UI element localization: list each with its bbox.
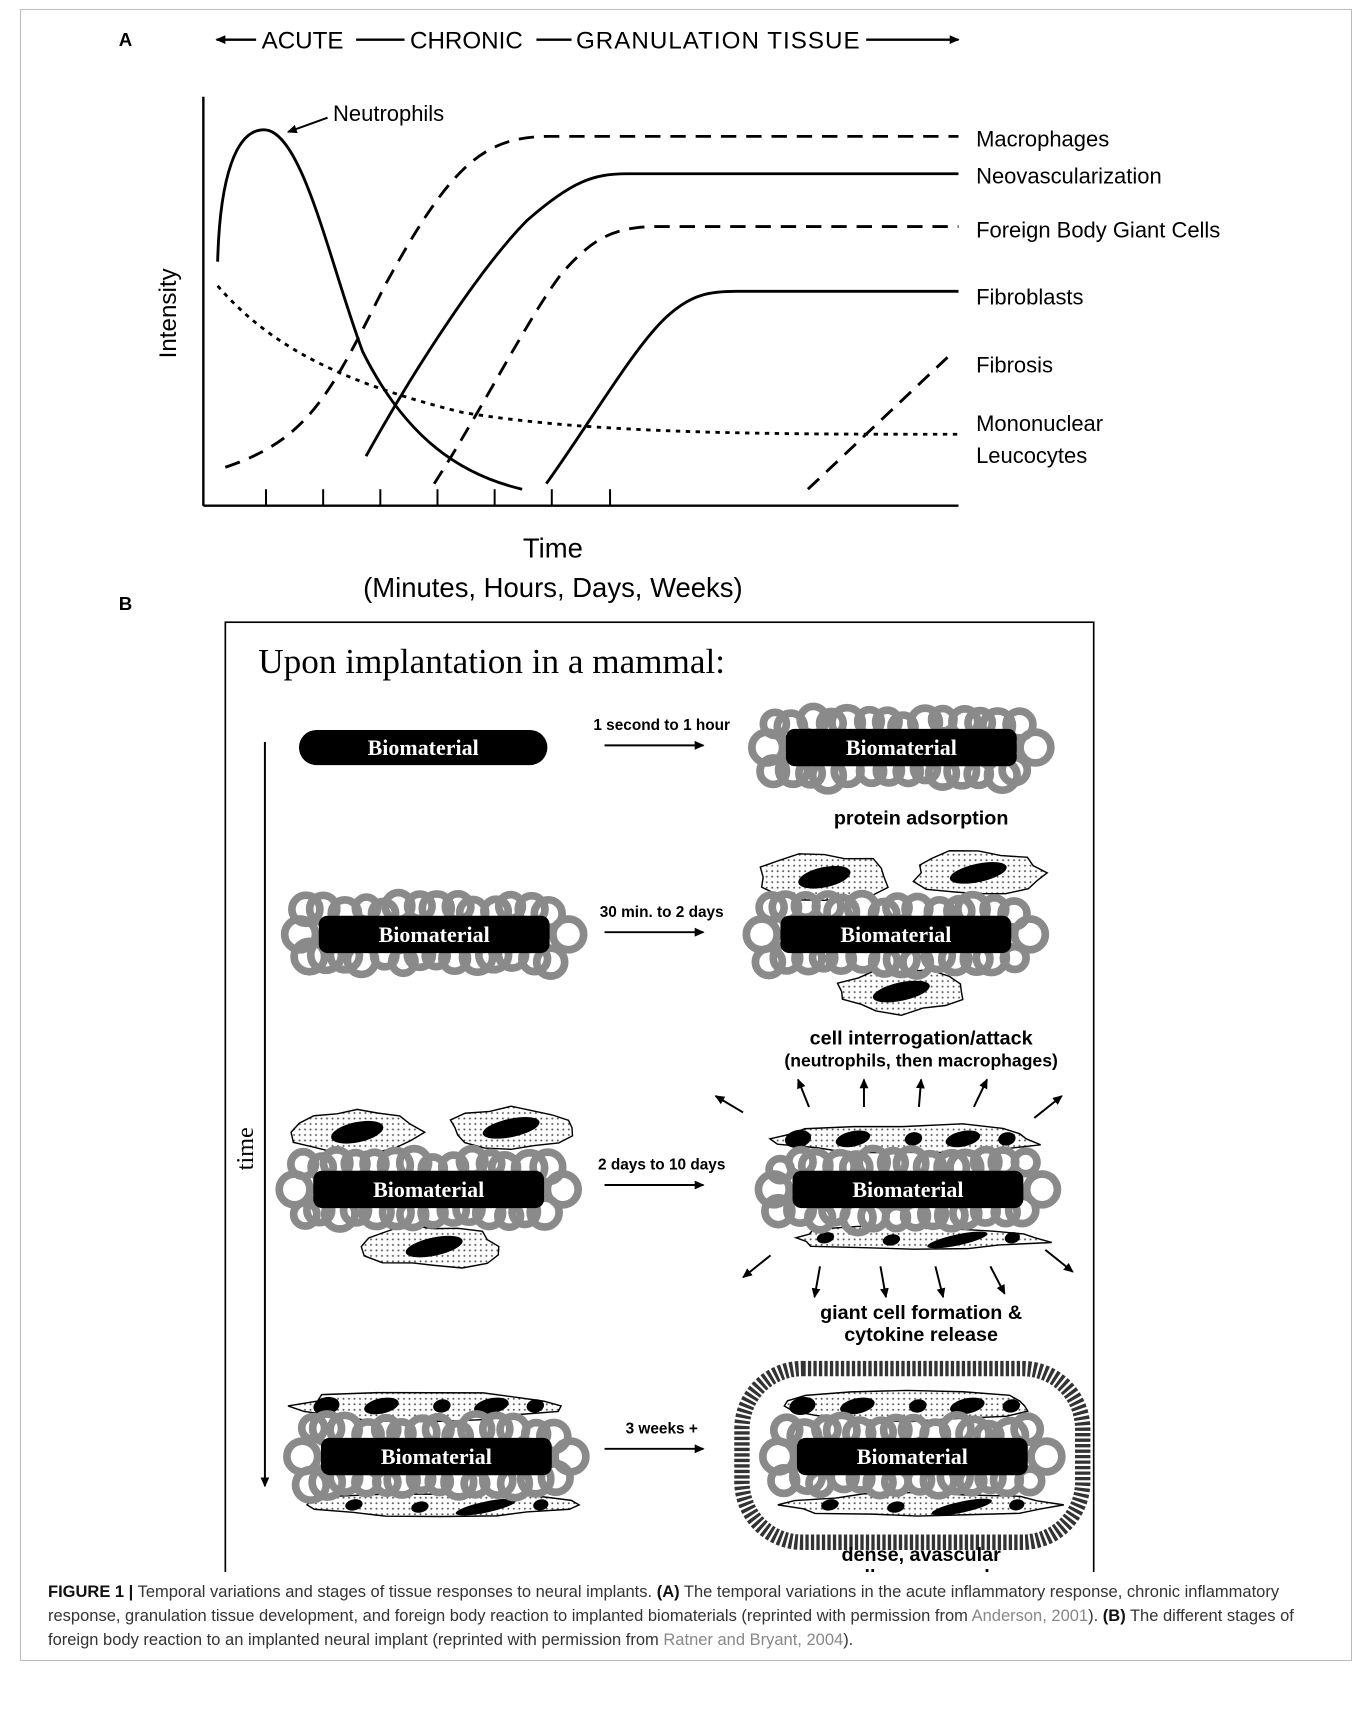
time-label: time [232,1127,259,1170]
curve-label: Neovascularization [976,164,1162,189]
interval-label: 1 second to 1 hour [593,717,730,734]
biomaterial-label: Biomaterial [846,735,957,760]
x-axis-label: Time [523,532,583,563]
protein-coat [746,919,777,950]
caption-text: ). [1088,1607,1103,1625]
cytokine-arrow [974,1079,987,1106]
response-curve [434,227,958,484]
biomaterial-label: Biomaterial [381,1444,492,1469]
protein-coat [1027,1174,1058,1205]
cytokine-arrow [919,1079,921,1106]
caption-link: Anderson, 2001 [972,1607,1089,1625]
caption-text: Temporal variations and stages of tissue… [133,1583,656,1601]
biomaterial-label: Biomaterial [840,922,951,947]
stage-caption: dense, avascular [841,1544,1001,1566]
panel-label: B [119,593,132,614]
protein-coat [1014,1151,1037,1174]
curve-label: Neutrophils [333,101,444,126]
biomaterial-label: Biomaterial [852,1177,963,1202]
biomaterial-label: Biomaterial [379,922,490,947]
stage-caption: protein adsorption [834,807,1009,829]
page: A ACUTE CHRONIC GRANULATION TISSUE Neutrophi… [0,0,1363,1721]
protein-coat [547,1174,578,1205]
phase-label: ACUTE [262,27,344,54]
phase-label: GRANULATION TISSUE [576,27,860,54]
protein-coat [553,919,584,950]
stage-caption: (neutrophils, then macrophages) [784,1050,1057,1070]
interval-label: 2 days to 10 days [598,1157,725,1174]
protein-coat [1015,919,1046,950]
caption-text: (B) [1103,1607,1126,1625]
stage-caption: cytokine release [844,1324,998,1346]
curve-label: Mononuclear [976,411,1103,436]
cytokine-arrow [1045,1250,1072,1272]
cytokine-arrow [743,1255,770,1277]
y-axis-label: Intensity [155,267,182,358]
caption-text: (A) [657,1583,680,1601]
cytokine-arrow [935,1266,943,1297]
biomaterial-label: Biomaterial [857,1444,968,1469]
response-curve [546,291,958,483]
curve-label: Foreign Body Giant Cells [976,218,1220,243]
interval-label: 3 weeks + [626,1420,698,1437]
curve-label: Leucocytes [976,443,1087,468]
caption-lead: FIGURE 1 | [48,1583,133,1601]
cytokine-arrow [1034,1096,1061,1118]
protein-coat [1020,732,1051,763]
curve-label: Macrophages [976,126,1109,151]
biomaterial-label: Biomaterial [373,1177,484,1202]
cytokine-arrow [990,1266,1004,1293]
cytokine-arrow [798,1079,809,1106]
response-curve [366,174,958,456]
response-curve [808,357,948,489]
stage-caption: cell interrogation/attack [810,1027,1034,1049]
protein-coat [555,1441,586,1472]
protein-coat [279,1174,310,1205]
caption-text: ). [843,1631,853,1649]
cytokine-arrow [815,1266,820,1297]
response-curve [218,130,522,489]
stage-caption: giant cell formation & [820,1302,1022,1324]
phase-label: CHRONIC [410,27,523,54]
protein-coat [1031,1441,1062,1472]
figure: A ACUTE CHRONIC GRANULATION TISSUE Neutrophi… [0,0,1363,1572]
panel-title: Upon implantation in a mammal: [258,642,725,681]
response-curve [218,286,959,434]
figure-caption: FIGURE 1 | Temporal variations and stage… [48,1580,1338,1652]
x-axis-sublabel: (Minutes, Hours, Days, Weeks) [363,572,743,603]
caption-link: Ratner and Bryant, 2004 [663,1631,843,1649]
biomaterial-label: Biomaterial [368,735,479,760]
curve-label: Fibroblasts [976,285,1083,310]
pointer-arrow [288,118,328,132]
protein-coat [287,1441,318,1472]
cytokine-arrow [880,1266,885,1297]
interval-label: 30 min. to 2 days [600,904,724,921]
stage-caption: collagen capsule [841,1566,1000,1572]
panel-label: A [119,29,132,50]
curve-label: Fibrosis [976,353,1053,378]
cytokine-arrow [716,1096,743,1112]
